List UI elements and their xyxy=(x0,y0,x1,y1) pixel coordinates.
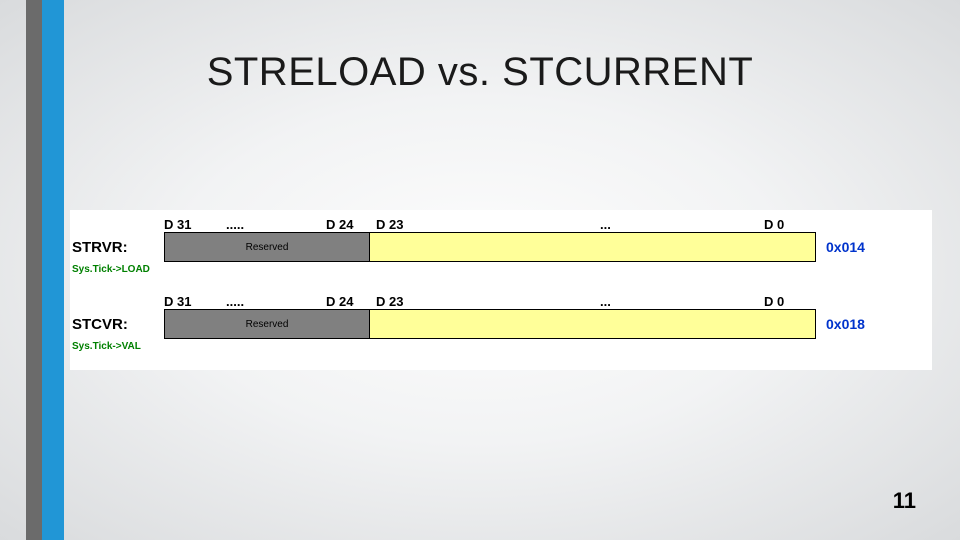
systick-alias: Sys.Tick->VAL xyxy=(70,341,932,352)
register-row: STCVR: Reserved 0x018 xyxy=(70,309,932,339)
register-address: 0x018 xyxy=(816,309,932,339)
data-cell xyxy=(370,232,816,262)
bit-label-dots: ..... xyxy=(226,217,326,232)
bit-label-dots: ... xyxy=(600,217,764,232)
bit-label-d31: D 31 xyxy=(164,217,226,232)
bit-label-d24: D 24 xyxy=(326,217,376,232)
reserved-cell: Reserved xyxy=(164,309,370,339)
register-block-stcvr: D 31 ..... D 24 D 23 ... D 0 STCVR: Rese… xyxy=(70,289,932,352)
register-diagram: D 31 ..... D 24 D 23 ... D 0 STRVR: Rese… xyxy=(70,210,932,370)
systick-alias: Sys.Tick->LOAD xyxy=(70,264,932,275)
bit-label-d24: D 24 xyxy=(326,294,376,309)
register-row: STRVR: Reserved 0x014 xyxy=(70,232,932,262)
bit-label-d31: D 31 xyxy=(164,294,226,309)
bit-label-d0: D 0 xyxy=(764,217,808,232)
page-number: 11 xyxy=(893,488,916,514)
bit-label-d23: D 23 xyxy=(376,217,600,232)
bit-labels-row: D 31 ..... D 24 D 23 ... D 0 xyxy=(70,212,932,232)
bit-label-d23: D 23 xyxy=(376,294,600,309)
bit-label-d0: D 0 xyxy=(764,294,808,309)
slide-title: STRELOAD vs. STCURRENT xyxy=(0,50,960,95)
bit-labels-row: D 31 ..... D 24 D 23 ... D 0 xyxy=(70,289,932,309)
register-name: STCVR: xyxy=(70,309,164,339)
bit-label-dots: ... xyxy=(600,294,764,309)
data-cell xyxy=(370,309,816,339)
bit-label-dots: ..... xyxy=(226,294,326,309)
register-block-strvr: D 31 ..... D 24 D 23 ... D 0 STRVR: Rese… xyxy=(70,212,932,275)
register-name: STRVR: xyxy=(70,232,164,262)
register-address: 0x014 xyxy=(816,232,932,262)
reserved-cell: Reserved xyxy=(164,232,370,262)
